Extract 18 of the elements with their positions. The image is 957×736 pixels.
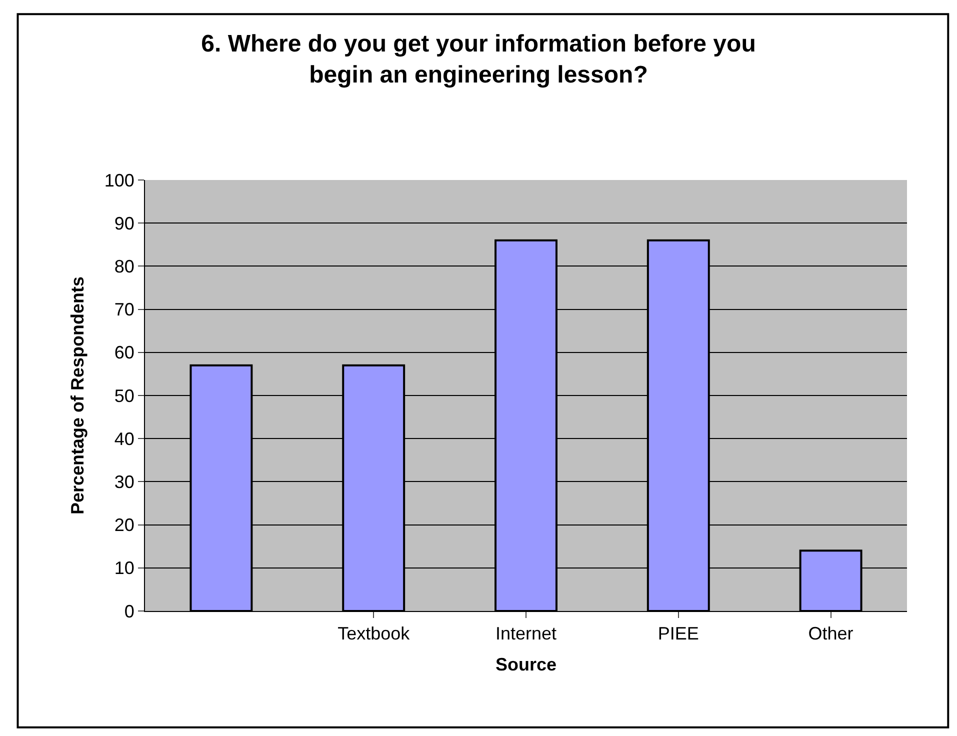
y-tick-label: 40 xyxy=(114,428,134,449)
x-tick-label: PIEE xyxy=(658,624,699,644)
y-tick-label: 10 xyxy=(114,558,134,578)
y-tick-label: 20 xyxy=(114,515,134,536)
y-tick-label: 60 xyxy=(114,342,134,363)
y-tick-label: 100 xyxy=(104,170,134,190)
x-tick-label: Other xyxy=(808,624,854,644)
chart-title: 6. Where do you get your information before you begin an engineering lesson? xyxy=(201,30,756,89)
x-tick-label: Textbook xyxy=(338,624,411,644)
y-tick-label: 50 xyxy=(114,386,134,406)
y-tick-label: 90 xyxy=(114,213,134,234)
y-tick-label: 30 xyxy=(114,472,134,492)
y-axis-title: Percentage of Respondents xyxy=(68,276,88,515)
x-tick-label: Internet xyxy=(495,624,557,644)
y-tick-label: 70 xyxy=(114,300,134,320)
y-tick-label: 0 xyxy=(124,601,134,622)
x-axis-title: Source xyxy=(495,654,557,675)
y-tick-label: 80 xyxy=(114,256,134,276)
